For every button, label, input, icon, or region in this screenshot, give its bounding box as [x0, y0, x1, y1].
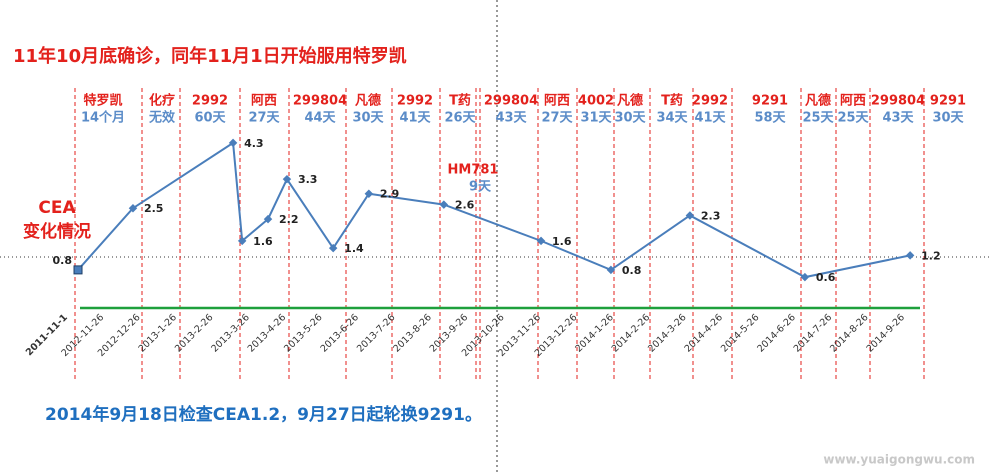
- x-tick-label: 2014-4-26: [683, 312, 726, 355]
- point: [328, 243, 338, 253]
- x-tick-label: 2014-3-26: [646, 312, 689, 355]
- annotation-name: HM781: [448, 163, 499, 178]
- point: [364, 189, 374, 198]
- point: [439, 200, 449, 209]
- regimen-duration: 43天: [495, 111, 527, 126]
- regimen-duration: 27天: [541, 111, 573, 126]
- regimen-duration: 58天: [754, 111, 786, 126]
- x-tick-label: 2013-1-26: [137, 312, 180, 355]
- cea-line: [77, 141, 911, 279]
- data-label: 2.2: [279, 213, 299, 226]
- regimen-name: 凡德: [805, 93, 831, 109]
- x-tick-label: 2013-7-26: [355, 312, 398, 355]
- point: [128, 203, 138, 213]
- regimen-name: 299804: [871, 94, 925, 109]
- annotation-duration: 9天: [469, 180, 492, 195]
- x-tick-label: 2014-5-26: [719, 312, 762, 355]
- data-label: 1.6: [253, 235, 273, 248]
- regimen-duration: 30天: [932, 111, 964, 126]
- regimen-duration: 41天: [694, 111, 726, 126]
- regimen-name: 9291: [752, 94, 788, 109]
- regimen-duration: 14个月: [81, 110, 125, 126]
- data-label: 2.3: [701, 209, 721, 222]
- regimen-name: 凡德: [617, 93, 643, 109]
- x-tick-label: 2014-7-26: [792, 312, 835, 355]
- data-label: 0.8: [622, 264, 642, 277]
- data-label: 1.6: [552, 235, 572, 248]
- x-tick-label: 2014-9-26: [865, 312, 908, 355]
- data-label: 2.5: [144, 202, 164, 215]
- x-tick-label: 2013-4-26: [246, 312, 289, 355]
- point: [282, 174, 292, 184]
- point: [237, 236, 247, 246]
- point: [606, 265, 616, 275]
- data-label: 2.9: [380, 188, 400, 201]
- regimen-name: 299804: [293, 94, 347, 109]
- regimen-name: 2992: [397, 94, 433, 109]
- regimen-duration: 41天: [399, 111, 431, 126]
- watermark: www.yuaigongwu.com: [823, 453, 975, 467]
- data-label: 1.4: [344, 242, 364, 255]
- x-tick-label: 2013-8-26: [391, 312, 434, 355]
- y-label: CEA: [38, 198, 76, 218]
- regimen-duration: 无效: [148, 110, 176, 126]
- point: [905, 251, 915, 260]
- regimen-name: 阿西: [544, 94, 570, 109]
- x-tick-label: 2014-6-26: [755, 312, 798, 355]
- data-label: 2.6: [455, 199, 475, 212]
- regimen-name: 特罗凯: [83, 93, 122, 109]
- point: [800, 272, 810, 282]
- data-label: 1.2: [921, 249, 941, 262]
- title: 11年10月底确诊，同年11月1日开始服用特罗凯: [13, 45, 407, 67]
- regimen-duration: 43天: [882, 111, 914, 126]
- regimen-duration: 25天: [802, 111, 834, 126]
- regimen-name: 阿西: [840, 94, 866, 109]
- regimen-name: 阿西: [251, 94, 277, 109]
- regimen-name: 凡德: [355, 93, 381, 109]
- regimen-duration: 30天: [614, 111, 646, 126]
- regimen-name: 4002: [578, 94, 614, 109]
- regimen-duration: 31天: [580, 111, 612, 126]
- regimen-name: T药: [661, 93, 683, 109]
- x-tick-label: 2013-3-26: [209, 312, 252, 355]
- regimen-name: 9291: [930, 94, 966, 109]
- regimen-name: 299804: [484, 94, 538, 109]
- regimen-duration: 34天: [656, 111, 688, 126]
- regimen-name: T药: [449, 93, 471, 109]
- regimen-name: 2992: [192, 94, 228, 109]
- note: 2014年9月18日检查CEA1.2，9月27日起轮换9291。: [45, 404, 482, 425]
- data-label: 4.3: [244, 137, 263, 150]
- data-label: 3.3: [298, 173, 318, 186]
- y-label: 变化情况: [23, 221, 91, 242]
- x-tick-label: 2013-2-26: [173, 312, 216, 355]
- regimen-duration: 25天: [837, 111, 869, 126]
- regimen-duration: 27天: [248, 111, 280, 126]
- regimen-name: 2992: [692, 94, 728, 109]
- regimen-duration: 26天: [444, 111, 476, 126]
- point: [228, 138, 238, 148]
- x-tick-label: 2014-2-26: [610, 312, 653, 355]
- point: [263, 214, 273, 224]
- regimen-duration: 60天: [194, 111, 226, 126]
- point: [73, 265, 83, 275]
- data-label: 0.8: [53, 254, 73, 267]
- x-tick-label: 2014-8-26: [828, 312, 871, 355]
- regimen-duration: 44天: [304, 111, 336, 126]
- regimen-duration: 30天: [352, 111, 384, 126]
- data-label: 0.6: [816, 271, 836, 284]
- regimen-name: 化疗: [149, 93, 175, 109]
- x-tick-label: 2013-6-26: [319, 312, 362, 355]
- x-tick-label: 2014-1-26: [573, 312, 616, 355]
